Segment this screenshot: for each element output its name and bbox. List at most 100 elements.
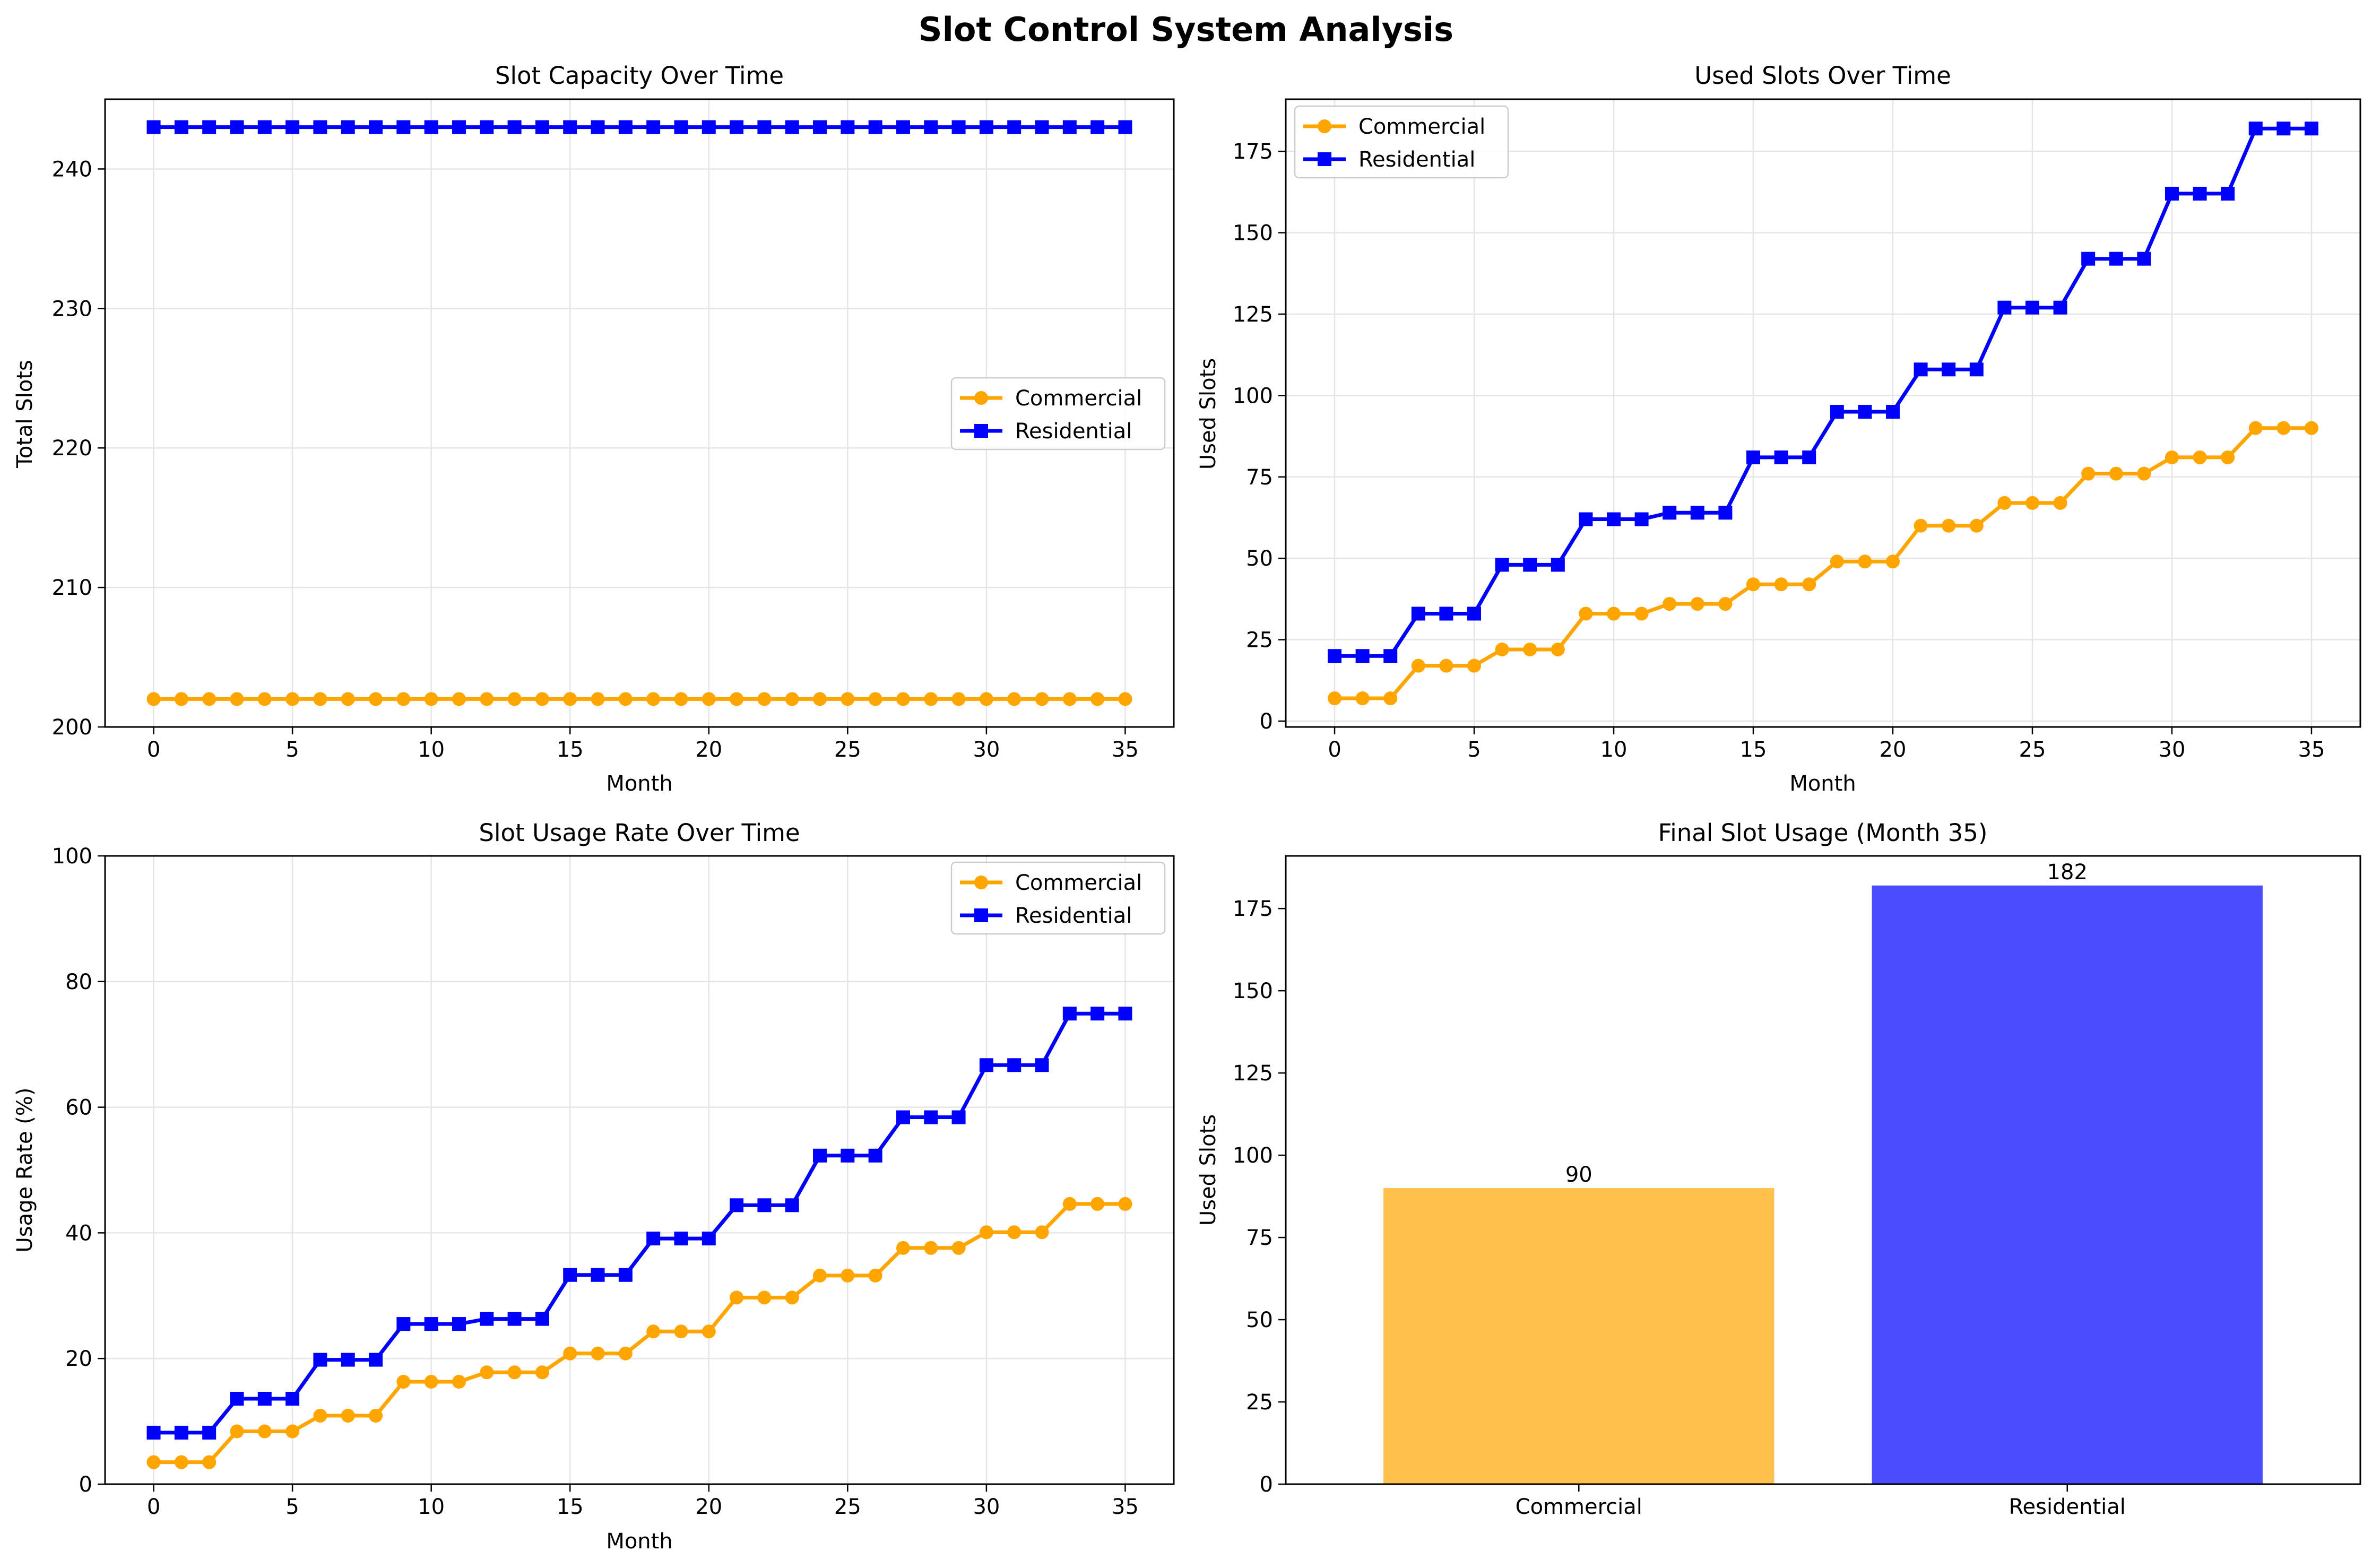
data-point-residential <box>174 120 188 134</box>
data-point-residential <box>174 1425 188 1440</box>
y-tick-label: 200 <box>52 715 92 740</box>
data-point-residential <box>1746 450 1761 464</box>
x-tick-label: 30 <box>973 1495 1000 1519</box>
data-point-residential <box>2137 252 2151 266</box>
panel-2-xlabel: Month <box>1789 772 1856 796</box>
data-point-commercial <box>702 1324 716 1339</box>
line-chart-1: 0 5 10 15 20 25 30 35 200 210 220 230 240 Commercial R… <box>52 99 1174 762</box>
y-tick-label: 100 <box>1233 384 1273 408</box>
data-point-residential <box>674 120 688 134</box>
data-point-residential <box>424 120 438 134</box>
x-tick-label: 10 <box>1600 738 1627 762</box>
panel-final-usage: Final Slot Usage (Month 35) Used Slots <box>1196 819 1987 1226</box>
data-point-commercial <box>2025 496 2039 510</box>
data-point-commercial <box>1062 1197 1077 1211</box>
legend-box <box>1294 105 1509 179</box>
data-point-residential <box>730 1198 744 1212</box>
x-tick-label: 10 <box>418 738 445 762</box>
data-point-commercial <box>1495 642 1509 656</box>
panel-1-xlabel: Month <box>606 772 672 796</box>
data-point-commercial <box>1830 555 1844 569</box>
data-point-residential <box>1969 362 1984 377</box>
legend-label-commercial: Commercial <box>1015 386 1142 411</box>
data-point-residential <box>674 1232 688 1246</box>
data-point-residential <box>841 120 855 134</box>
data-point-commercial <box>1607 607 1621 621</box>
data-point-commercial <box>841 1268 855 1283</box>
panel-3-ylabel: Usage Rate (%) <box>13 1088 37 1253</box>
data-point-residential <box>1439 607 1453 621</box>
data-point-commercial <box>2193 450 2207 464</box>
data-point-commercial <box>396 692 411 706</box>
data-point-residential <box>646 120 661 134</box>
data-point-residential <box>591 1268 605 1282</box>
x-tick-label: 15 <box>1740 738 1767 762</box>
x-tick-label: 35 <box>1112 1495 1139 1519</box>
data-point-residential <box>2276 122 2291 136</box>
data-point-residential <box>507 1312 522 1326</box>
data-point-residential <box>1942 362 1956 377</box>
panel-2-ylabel: Used Slots <box>1196 358 1220 470</box>
data-point-residential <box>1328 649 1342 663</box>
data-point-commercial <box>1411 659 1425 673</box>
data-point-commercial <box>257 1424 272 1439</box>
data-point-residential <box>146 1425 161 1440</box>
data-point-residential <box>896 1110 910 1124</box>
y-tick-label: 100 <box>1233 1143 1273 1168</box>
data-point-residential <box>202 120 217 134</box>
panel-used-slots: Used Slots Over Time Month Used Slots <box>1196 62 1951 796</box>
data-point-residential <box>591 120 605 134</box>
data-point-commercial <box>230 692 244 706</box>
data-point-residential <box>702 120 716 134</box>
data-point-commercial <box>979 1225 993 1240</box>
data-point-residential <box>979 1058 993 1072</box>
data-point-commercial <box>1942 518 1956 533</box>
data-point-residential <box>1718 506 1733 520</box>
y-tick-label: 100 <box>52 844 92 869</box>
figure-title: Slot Control System Analysis <box>919 10 1453 49</box>
data-point-commercial <box>202 1455 217 1469</box>
data-point-residential <box>868 120 882 134</box>
line-chart-2: 0 5 10 15 20 25 30 35 0 25 50 75 100 125 150 175 Commerc… <box>1233 99 2360 762</box>
data-point-commercial <box>507 1365 522 1380</box>
data-point-residential <box>785 1198 799 1212</box>
data-point-residential <box>369 1353 383 1367</box>
data-point-commercial <box>1467 659 1482 673</box>
x-tick-label: 0 <box>1328 738 1341 762</box>
data-point-residential <box>341 1353 355 1367</box>
data-point-commercial <box>2304 421 2318 435</box>
data-point-commercial <box>1690 597 1704 611</box>
data-point-residential <box>1035 120 1049 134</box>
data-point-commercial <box>480 692 494 706</box>
data-point-commercial <box>896 692 910 706</box>
data-point-residential <box>1007 120 1021 134</box>
data-point-residential <box>1634 512 1649 526</box>
data-point-commercial <box>563 1346 577 1361</box>
data-point-commercial <box>924 1241 938 1255</box>
x-tick-label: 35 <box>1112 738 1139 762</box>
data-point-commercial <box>757 692 772 706</box>
data-point-residential <box>2109 252 2123 266</box>
data-point-residential <box>841 1148 855 1163</box>
y-tick-label: 50 <box>1246 547 1273 571</box>
data-point-residential <box>1997 300 2012 315</box>
data-point-residential <box>341 120 355 134</box>
data-point-residential <box>2193 186 2207 201</box>
line-chart-1-frame <box>104 98 1175 728</box>
y-tick-label: 175 <box>1233 897 1273 921</box>
data-point-commercial <box>591 692 605 706</box>
data-point-commercial <box>174 1455 188 1469</box>
data-point-residential <box>924 120 938 134</box>
data-point-commercial <box>618 1346 633 1361</box>
data-point-commercial <box>868 1268 882 1283</box>
x-tick-label: 5 <box>285 1495 299 1519</box>
data-point-residential <box>535 1312 549 1326</box>
data-point-residential <box>1062 1007 1077 1021</box>
data-point-commercial <box>146 692 161 706</box>
bar-value-label-commercial: 90 <box>1565 1163 1592 1187</box>
data-point-commercial <box>2221 450 2235 464</box>
data-point-commercial <box>313 1408 327 1423</box>
data-point-residential <box>618 120 633 134</box>
y-tick-label: 210 <box>52 576 92 600</box>
x-tick-label: 5 <box>1467 738 1481 762</box>
